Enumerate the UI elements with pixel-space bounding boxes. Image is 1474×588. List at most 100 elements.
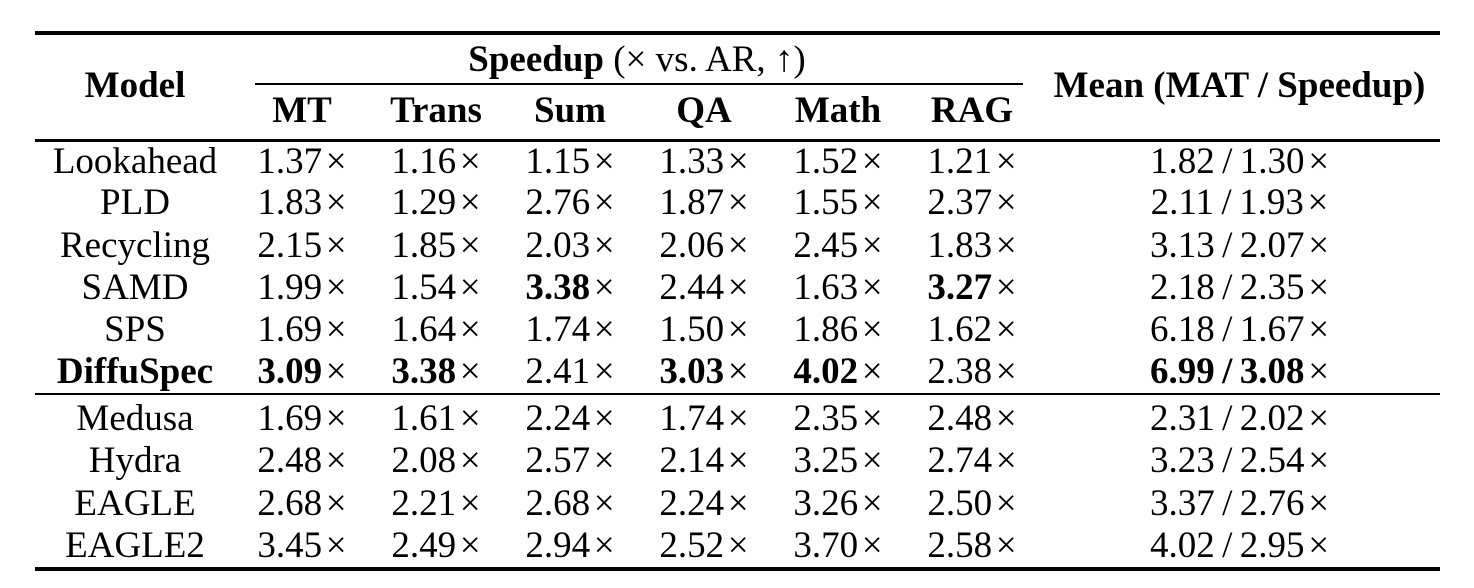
times-icon: × [593,440,615,482]
speedup-value-cell: 1.99× [235,267,369,309]
times-icon: × [1308,309,1330,351]
times-icon: × [325,483,347,525]
model-name-cell: EAGLE2 [65,525,205,567]
speedup-value-cell: 2.24× [637,483,771,526]
times-icon: × [1308,267,1330,309]
table-header: Model Speedup (× vs. AR, ↑) Mean (MAT / … [35,33,1440,140]
mean-cell: 6.18/1.67× [1039,310,1440,352]
speedup-value: 2.41 [525,351,591,393]
speedup-value: 2.76 [525,182,591,224]
speedup-value-cell: 3.70× [771,525,905,569]
table-row: Lookahead 1.37× 1.16× 1.15× 1.33× 1.52× 1.21× 1… [35,140,1440,182]
mean-speedup-value: 1.30 [1239,140,1305,182]
times-icon: × [325,140,347,182]
model-name-cell: Recycling [59,224,210,266]
speedup-value-cell: 1.52× [771,140,905,182]
speedup-value-cell: 2.45× [771,225,905,267]
speedup-value: 2.74 [927,440,993,482]
speedup-value: 1.86 [793,309,859,351]
times-icon: × [995,309,1017,351]
mean-mat-value: 1.82 [1149,140,1215,182]
speedup-value-cell: 2.37× [905,182,1039,224]
mean-cell: 2.31/2.02× [1039,394,1440,440]
table-row: DiffuSpec 3.09× 3.38× 2.41× 3.03× 4.02× 2.38× 6… [35,351,1440,394]
col-header-model: Model [84,65,186,107]
times-icon: × [459,483,481,525]
model-name-cell: SAMD [81,267,189,309]
times-icon: × [727,224,749,266]
times-icon: × [727,267,749,309]
col-header-trans: Trans [390,90,482,132]
col-header-mt: MT [272,90,332,132]
mean-mat-value: 3.23 [1149,440,1215,482]
speedup-value-cell: 2.94× [503,525,637,569]
speedup-value: 1.83 [257,182,323,224]
times-icon: × [459,267,481,309]
mean-mat-value: 3.37 [1149,483,1215,525]
speedup-value: 2.35 [793,398,859,440]
col-header-mean: Mean (MAT / Speedup) [1053,65,1426,107]
speedup-value-cell: 1.69× [235,394,369,440]
mean-cell: 6.99/3.08× [1039,351,1440,394]
speedup-group-subtitle: (× vs. AR, ↑) [603,38,806,80]
mean-speedup-value: 2.35 [1239,267,1305,309]
mean-speedup-value: 2.02 [1239,398,1305,440]
speedup-value-cell: 1.15× [503,140,637,182]
speedup-value-cell: 2.24× [503,394,637,440]
times-icon: × [861,440,883,482]
speedup-value: 2.52 [659,525,725,567]
speedup-value: 1.64 [391,309,457,351]
speedup-value: 2.03 [525,224,591,266]
times-icon: × [995,182,1017,224]
model-name-cell: DiffuSpec [56,351,214,393]
speedup-value: 2.48 [927,398,993,440]
speedup-value-cell: 2.14× [637,440,771,483]
times-icon: × [727,140,749,182]
speedup-value-cell: 2.76× [503,182,637,224]
times-icon: × [727,182,749,224]
times-icon: × [861,309,883,351]
times-icon: × [1307,182,1329,224]
times-icon: × [459,182,481,224]
speedup-value-cell: 2.48× [905,394,1039,440]
times-icon: × [325,440,347,482]
speedup-value: 3.70 [793,525,859,567]
mean-mat-value: 3.13 [1149,224,1215,266]
speedup-value: 3.45 [257,525,323,567]
speedup-value: 1.37 [257,140,323,182]
speedup-value: 4.02 [793,351,859,393]
speedup-value: 1.87 [659,182,725,224]
mean-separator: / [1221,182,1232,224]
times-icon: × [995,440,1017,482]
speedup-value: 1.33 [659,140,725,182]
times-icon: × [861,267,883,309]
mean-separator: / [1222,525,1233,567]
times-icon: × [861,398,883,440]
speedup-value: 1.54 [391,267,457,309]
times-icon: × [995,483,1017,525]
speedup-value-cell: 1.16× [369,140,503,182]
speedup-value: 1.15 [525,140,591,182]
speedup-value: 2.49 [391,525,457,567]
times-icon: × [861,224,883,266]
mean-mat-value: 6.99 [1149,351,1215,393]
times-icon: × [1308,224,1330,266]
speedup-value-cell: 2.38× [905,351,1039,394]
table-row: EAGLE 2.68× 2.21× 2.68× 2.24× 3.26× 2.50× 3.37/… [35,483,1440,526]
mean-speedup-value: 2.76 [1239,483,1305,525]
speedup-value: 2.68 [525,483,591,525]
table-row: SPS 1.69× 1.64× 1.74× 1.50× 1.86× 1.62× 6.18/1.… [35,309,1440,352]
times-icon: × [1308,140,1330,182]
mean-mat-value: 4.02 [1149,525,1215,567]
table-section-bottom: Medusa 1.69× 1.61× 2.24× 1.74× 2.35× 2.48× 2.31… [35,394,1440,569]
speedup-value-cell: 2.21× [369,483,503,526]
speedup-value-cell: 1.83× [235,182,369,224]
mean-separator: / [1222,309,1233,351]
model-name-cell: Hydra [88,440,182,482]
times-icon: × [325,351,347,393]
speedup-value: 1.74 [525,309,591,351]
mean-cell: 2.18/2.35× [1039,267,1440,309]
speedup-value: 2.48 [257,440,323,482]
mean-separator: / [1222,224,1233,266]
speedup-value: 2.21 [391,483,457,525]
